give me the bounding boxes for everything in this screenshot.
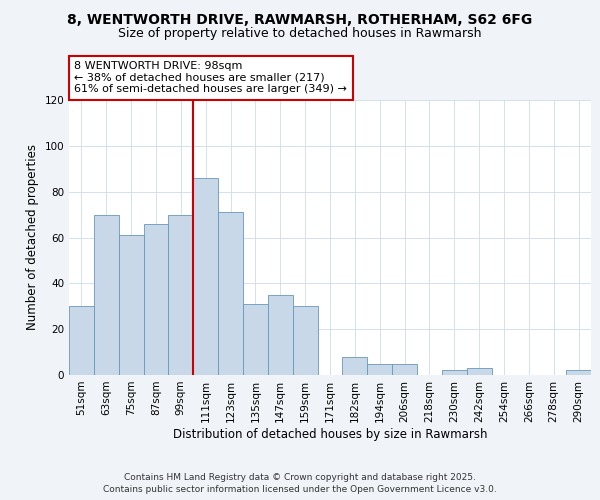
Bar xyxy=(343,356,367,375)
Bar xyxy=(218,212,243,375)
X-axis label: Distribution of detached houses by size in Rawmarsh: Distribution of detached houses by size … xyxy=(173,428,487,440)
Bar xyxy=(94,214,119,375)
Text: Contains public sector information licensed under the Open Government Licence v3: Contains public sector information licen… xyxy=(103,485,497,494)
Bar xyxy=(392,364,417,375)
Bar xyxy=(293,306,317,375)
Bar xyxy=(143,224,169,375)
Bar xyxy=(243,304,268,375)
Text: Size of property relative to detached houses in Rawmarsh: Size of property relative to detached ho… xyxy=(118,28,482,40)
Bar xyxy=(119,235,143,375)
Bar xyxy=(442,370,467,375)
Text: 8, WENTWORTH DRIVE, RAWMARSH, ROTHERHAM, S62 6FG: 8, WENTWORTH DRIVE, RAWMARSH, ROTHERHAM,… xyxy=(67,12,533,26)
Bar xyxy=(268,295,293,375)
Y-axis label: Number of detached properties: Number of detached properties xyxy=(26,144,39,330)
Bar xyxy=(193,178,218,375)
Bar xyxy=(367,364,392,375)
Bar xyxy=(169,214,193,375)
Bar xyxy=(69,306,94,375)
Bar xyxy=(566,370,591,375)
Text: 8 WENTWORTH DRIVE: 98sqm
← 38% of detached houses are smaller (217)
61% of semi-: 8 WENTWORTH DRIVE: 98sqm ← 38% of detach… xyxy=(74,62,347,94)
Bar xyxy=(467,368,491,375)
Text: Contains HM Land Registry data © Crown copyright and database right 2025.: Contains HM Land Registry data © Crown c… xyxy=(124,472,476,482)
